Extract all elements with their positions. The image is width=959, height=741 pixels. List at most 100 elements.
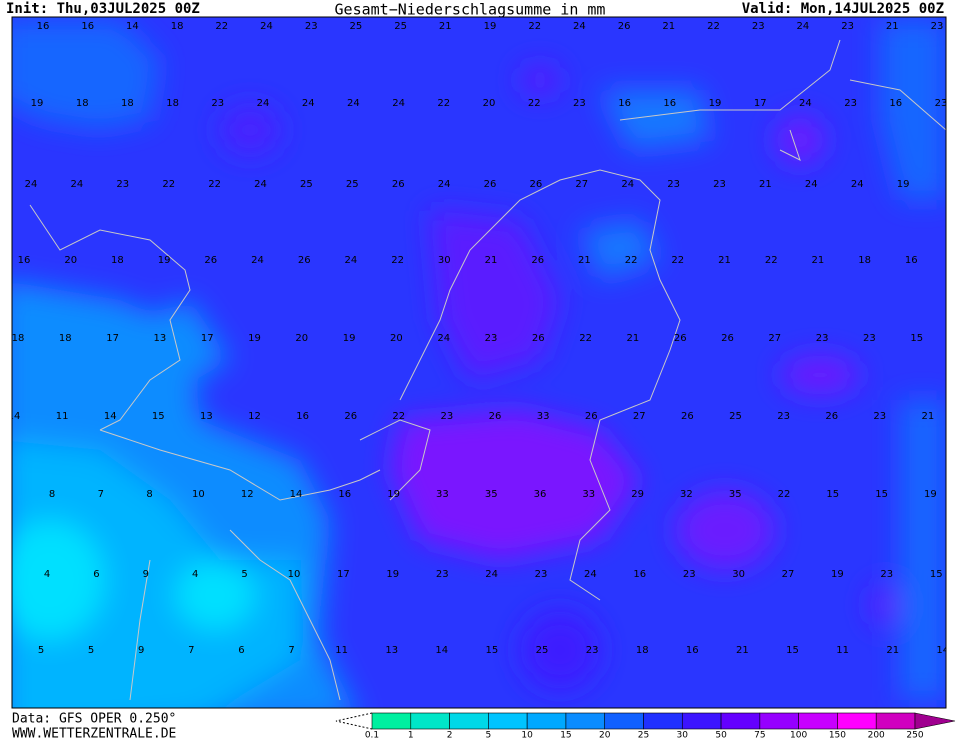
grid-value: 23 (931, 21, 944, 32)
grid-value: 19 (924, 489, 937, 500)
grid-value: 19 (484, 21, 497, 32)
grid-value: 16 (296, 411, 309, 422)
grid-value: 23 (752, 21, 765, 32)
grid-value: 19 (897, 179, 910, 190)
legend-level: 10 (521, 731, 533, 741)
grid-value: 21 (886, 645, 899, 656)
grid-value: 14 (126, 21, 139, 32)
grid-value: 16 (889, 98, 902, 109)
grid-value: 24 (485, 569, 498, 580)
grid-value: 4 (44, 569, 50, 580)
grid-value: 15 (786, 645, 799, 656)
legend-segment (565, 712, 606, 730)
grid-value: 19 (343, 333, 356, 344)
grid-value: 15 (930, 569, 943, 580)
grid-value: 26 (825, 411, 838, 422)
grid-value: 15 (826, 489, 839, 500)
legend-level: 25 (638, 731, 649, 741)
legend-segment (488, 712, 528, 730)
grid-value: 29 (631, 489, 644, 500)
grid-value: 18 (59, 333, 72, 344)
legend-level: 50 (715, 731, 727, 741)
value-grid: 16 16 14 18 22 24 23 25 25 21 19 22 24 26 21 22 23 24 23 21… (8, 21, 948, 656)
grid-value: 18 (12, 333, 25, 344)
grid-value: 24 (392, 98, 405, 109)
grid-value: 33 (537, 411, 550, 422)
grid-value: 30 (438, 255, 451, 266)
grid-value: 33 (582, 489, 595, 500)
grid-value: 22 (437, 98, 450, 109)
grid-value: 22 (671, 255, 684, 266)
grid-value: 23 (535, 569, 548, 580)
grid-value: 17 (201, 333, 214, 344)
legend-segment (759, 712, 799, 730)
grid-value: 26 (484, 179, 497, 190)
color-legend: 0.1 1 2 5 10 15 20 25 30 50 75 100 150 200 250 (335, 712, 956, 741)
grid-value: 23 (880, 569, 893, 580)
grid-value: 16 (686, 645, 699, 656)
legend-level: 30 (677, 731, 689, 741)
grid-value: 18 (636, 645, 649, 656)
grid-value: 23 (713, 179, 726, 190)
grid-value: 23 (873, 411, 886, 422)
grid-value: 23 (863, 333, 876, 344)
grid-value: 23 (586, 645, 599, 656)
grid-value: 21 (922, 411, 935, 422)
grid-value: 26 (532, 333, 545, 344)
grid-value: 25 (729, 411, 742, 422)
legend-segment (371, 712, 412, 730)
grid-value: 22 (707, 21, 720, 32)
legend-segment (643, 712, 683, 730)
grid-value: 24 (257, 98, 270, 109)
grid-value: 27 (633, 411, 646, 422)
grid-value: 23 (441, 411, 454, 422)
grid-value: 12 (248, 411, 261, 422)
map-title: Gesamt−Niederschlagsumme in mm (335, 1, 606, 19)
grid-value: 23 (935, 98, 948, 109)
grid-value: 36 (534, 489, 547, 500)
grid-value: 23 (573, 98, 586, 109)
grid-value: 35 (485, 489, 498, 500)
legend-segment (526, 712, 567, 730)
borders (29, 39, 946, 701)
grid-value: 22 (625, 255, 638, 266)
data-source: Data: GFS OPER 0.250° (12, 712, 176, 727)
grid-value: 33 (436, 489, 449, 500)
grid-value: 22 (528, 21, 541, 32)
grid-value: 14 (290, 489, 303, 500)
grid-value: 26 (585, 411, 598, 422)
grid-value: 22 (528, 98, 541, 109)
grid-value: 32 (680, 489, 693, 500)
grid-value: 16 (663, 98, 676, 109)
grid-value: 26 (721, 333, 734, 344)
legend-level: 5 (485, 731, 491, 741)
grid-value: 10 (288, 569, 301, 580)
grid-value: 24 (71, 179, 84, 190)
init-time: Init: Thu,03JUL2025 00Z (6, 1, 200, 17)
grid-value: 7 (288, 645, 294, 656)
grid-value: 21 (718, 255, 731, 266)
grid-value: 23 (305, 21, 318, 32)
grid-value: 27 (575, 179, 588, 190)
grid-value: 24 (302, 98, 315, 109)
legend-segment (798, 712, 838, 730)
grid-value: 25 (536, 645, 549, 656)
grid-value: 15 (875, 489, 888, 500)
legend-level: 0.1 (365, 731, 379, 741)
legend-segment (449, 712, 489, 730)
grid-value: 16 (633, 569, 646, 580)
grid-value: 27 (782, 569, 795, 580)
grid-value: 24 (25, 179, 38, 190)
grid-value: 24 (347, 98, 360, 109)
legend-level: 75 (754, 731, 765, 741)
grid-value: 26 (204, 255, 217, 266)
grid-value: 19 (387, 489, 400, 500)
grid-value: 16 (81, 21, 94, 32)
grid-value: 14 (8, 411, 21, 422)
grid-value: 22 (208, 179, 221, 190)
grid-value: 30 (732, 569, 745, 580)
grid-value: 23 (485, 333, 498, 344)
grid-value: 15 (910, 333, 923, 344)
legend-level: 100 (790, 731, 807, 741)
grid-value: 23 (667, 179, 680, 190)
